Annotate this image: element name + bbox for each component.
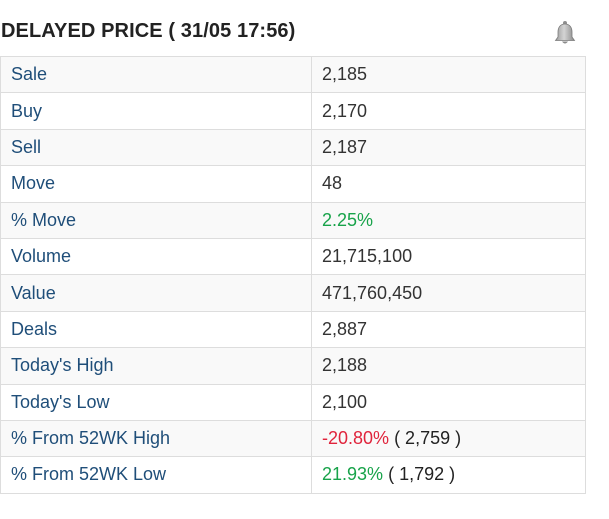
- pct-move-value: 2.25%: [322, 209, 374, 230]
- row-label-volume: Volume: [0, 237, 312, 276]
- row-label-todays-high: Today's High: [0, 347, 312, 385]
- 52wk-high-price: ( 2,759 ): [394, 428, 462, 449]
- row-label-buy: Buy: [0, 92, 312, 130]
- table-row: Value 471,760,450: [0, 274, 586, 312]
- table-row: Sell 2,187: [0, 128, 586, 167]
- table-row: Sale 2,185: [0, 55, 586, 94]
- row-label-sale: Sale: [0, 55, 312, 94]
- row-label-value: Value: [0, 274, 312, 312]
- row-value-move: 48: [311, 165, 586, 203]
- table-row: % Move 2.25%: [0, 201, 586, 239]
- table-row: Deals 2,887: [0, 310, 586, 349]
- row-label-sell: Sell: [0, 128, 312, 167]
- table-row: Buy 2,170: [0, 92, 586, 130]
- row-value-todays-low: 2,100: [311, 383, 586, 421]
- table-row: Today's Low 2,100: [0, 383, 586, 421]
- table-row: % From 52WK High -20.80% ( 2,759 ): [0, 419, 586, 458]
- row-label-todays-low: Today's Low: [0, 383, 312, 421]
- from-52wk-high-pct: -20.80%: [322, 428, 390, 449]
- row-value-deals: 2,887: [311, 310, 586, 349]
- row-label-pct-move: % Move: [0, 201, 312, 239]
- table-row: Today's High 2,188: [0, 347, 586, 385]
- row-value-sale: 2,185: [311, 55, 586, 94]
- row-value-pct-move: 2.25%: [311, 201, 586, 239]
- row-value-volume: 21,715,100: [311, 237, 586, 276]
- row-label-deals: Deals: [0, 310, 312, 349]
- 52wk-low-price: ( 1,792 ): [388, 464, 456, 485]
- row-value-sell: 2,187: [311, 128, 586, 167]
- row-value-buy: 2,170: [311, 92, 586, 130]
- bell-icon[interactable]: [551, 19, 579, 47]
- row-value-from-52wk-low: 21.93% ( 1,792 ): [311, 456, 586, 494]
- price-table: Sale 2,185 Buy 2,170 Sell 2,187 Move 48 …: [0, 55, 586, 494]
- row-label-from-52wk-high: % From 52WK High: [0, 419, 312, 458]
- table-row: Volume 21,715,100: [0, 237, 586, 276]
- page-title: DELAYED PRICE ( 31/05 17:56): [1, 20, 296, 42]
- table-row: % From 52WK Low 21.93% ( 1,792 ): [0, 456, 586, 494]
- row-label-from-52wk-low: % From 52WK Low: [0, 456, 312, 494]
- row-label-move: Move: [0, 165, 312, 203]
- from-52wk-low-pct: 21.93%: [322, 464, 384, 485]
- price-header: DELAYED PRICE ( 31/05 17:56): [0, 16, 586, 52]
- table-row: Move 48: [0, 165, 586, 203]
- row-value-value: 471,760,450: [311, 274, 586, 312]
- row-value-from-52wk-high: -20.80% ( 2,759 ): [311, 419, 586, 458]
- row-value-todays-high: 2,188: [311, 347, 586, 385]
